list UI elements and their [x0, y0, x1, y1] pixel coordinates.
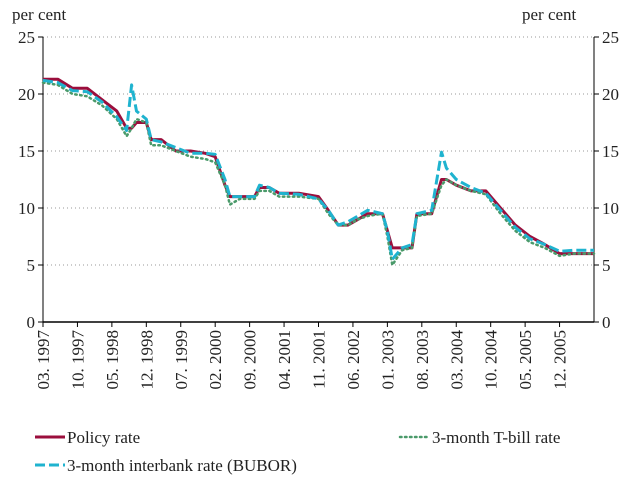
y-tick-label: 0: [27, 313, 36, 332]
y-tick-label: 25: [18, 28, 35, 47]
series-line: [42, 78, 594, 261]
x-tick-label: 10. 2004: [482, 330, 501, 390]
y2-tick-label: 5: [602, 256, 611, 275]
y-tick-label: 20: [18, 85, 35, 104]
x-tick-label: 05. 1998: [103, 330, 122, 390]
y-axis-label: per cent: [12, 5, 67, 24]
y2-tick-label: 0: [602, 313, 611, 332]
series-line: [41, 81, 596, 267]
x-tick-label: 06. 2002: [344, 330, 363, 390]
x-tick-label: 08. 2003: [413, 330, 432, 390]
x-tick-label: 03. 2004: [447, 330, 466, 390]
legend-label: 3-month interbank rate (BUBOR): [67, 456, 297, 475]
x-tick-label: 11. 2001: [310, 330, 329, 389]
x-tick-label: 04. 2001: [275, 330, 294, 390]
y2-axis-label: per cent: [522, 5, 577, 24]
y-tick-label: 10: [18, 199, 35, 218]
y2-tick-label: 15: [602, 142, 619, 161]
x-tick-label: 10. 1997: [68, 330, 87, 390]
x-tick-label: 03. 1997: [34, 330, 53, 390]
y2-tick-label: 20: [602, 85, 619, 104]
x-tick-label: 02. 2000: [206, 330, 225, 390]
x-tick-label: 01. 2003: [378, 330, 397, 390]
x-tick-label: 09. 2000: [241, 330, 260, 390]
y-tick-label: 5: [27, 256, 36, 275]
x-tick-label: 12. 2005: [551, 330, 570, 390]
y2-tick-label: 25: [602, 28, 619, 47]
y2-tick-label: 10: [602, 199, 619, 218]
y-tick-label: 15: [18, 142, 35, 161]
legend-label: Policy rate: [67, 428, 140, 447]
x-tick-label: 12. 1998: [137, 330, 156, 390]
x-tick-label: 05. 2005: [516, 330, 535, 390]
x-tick-label: 07. 1999: [172, 330, 191, 390]
legend-label: 3-month T-bill rate: [432, 428, 560, 447]
